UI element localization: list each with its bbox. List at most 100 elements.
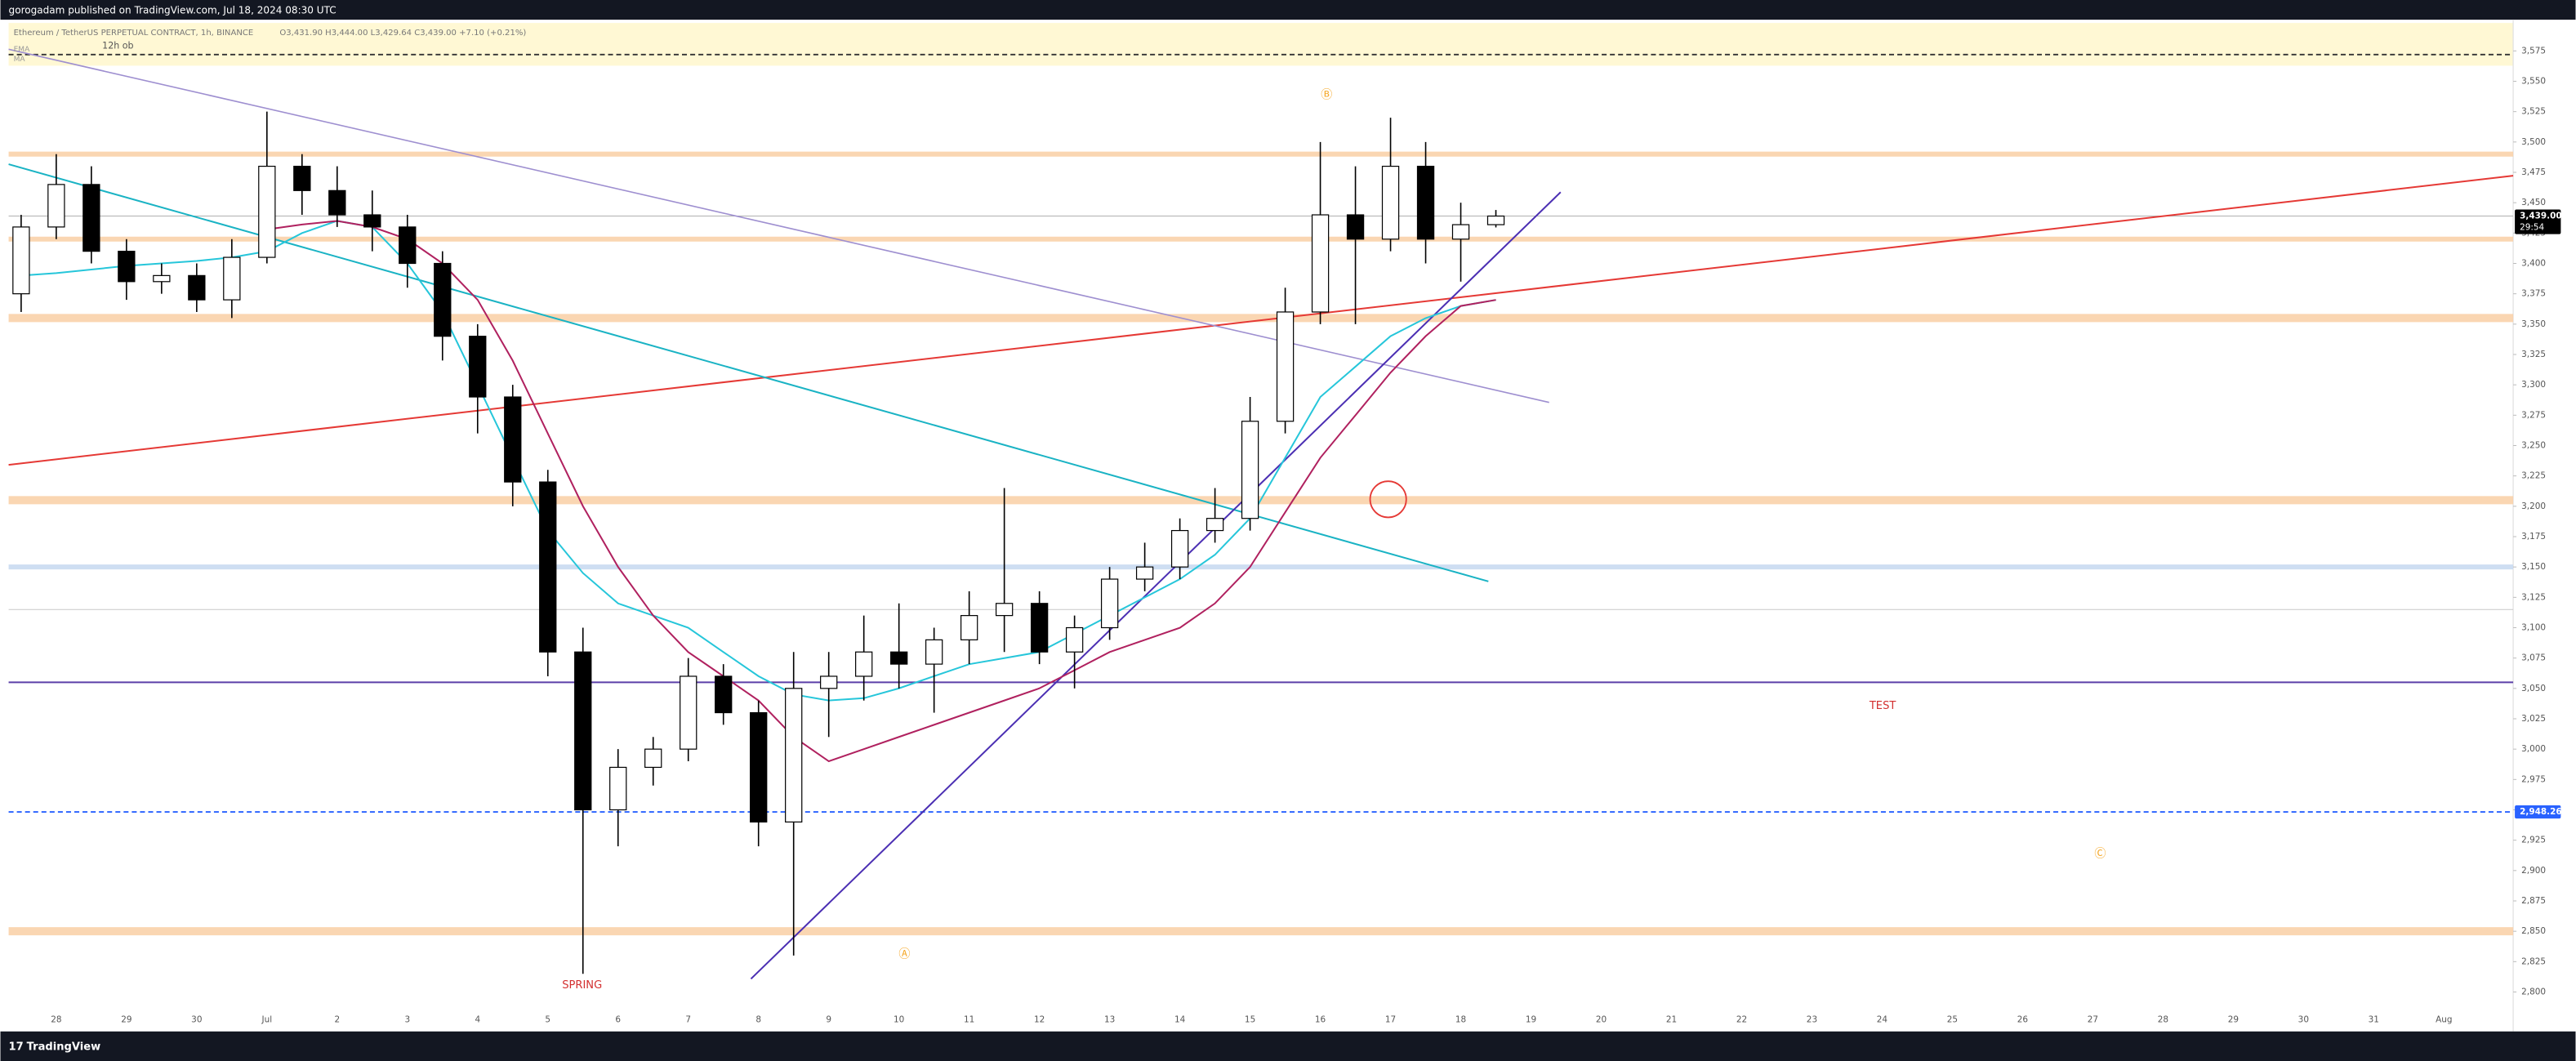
x-tick-label: 23 [1807,1015,1817,1025]
candle-body [680,675,697,750]
y-tick-label: 3,300 [2521,380,2546,390]
y-tick-label: 3,375 [2521,289,2546,299]
trend-line [8,175,2514,466]
candle-body [820,675,838,689]
x-tick-label: 30 [191,1015,202,1025]
y-tick-label: 3,325 [2521,350,2546,359]
x-tick-label: 28 [2158,1015,2168,1025]
annotation: Ⓑ [1321,89,1332,102]
y-tick-label: 3,350 [2521,319,2546,329]
y-tick-label: 3,475 [2521,167,2546,177]
x-tick-label: 28 [51,1015,61,1025]
candle-body [1346,214,1365,240]
x-tick-label: 10 [894,1015,904,1025]
legend-entry: MA [14,56,26,64]
candle-body [1030,603,1049,653]
x-tick-label: 12 [1034,1015,1045,1025]
candle-body [1241,421,1259,519]
x-tick-label: 25 [1947,1015,1958,1025]
x-tick-label: 4 [475,1015,480,1025]
y-tick-label: 3,000 [2521,744,2546,754]
candle-body [1206,518,1224,532]
y-tick-label: 2,850 [2521,926,2546,936]
x-tick-label: 31 [2369,1015,2379,1025]
y-tick-label: 2,900 [2521,866,2546,876]
annotation: Ⓒ [2094,848,2106,861]
y-tick-label: 3,075 [2521,653,2546,663]
candle-body [715,675,733,714]
y-tick-label: 3,200 [2521,502,2546,511]
candle-body [47,184,65,228]
highlight-circle [1369,480,1407,519]
y-tick-label: 3,400 [2521,259,2546,269]
candle-body [890,651,908,665]
candle-body [1486,215,1505,225]
y-tick-label: 3,550 [2521,77,2546,87]
y-tick-label: 3,525 [2521,107,2546,117]
candle-body [1276,311,1295,422]
y-tick-label: 3,250 [2521,440,2546,450]
x-tick-label: 21 [1666,1015,1677,1025]
moving-average [266,220,1496,763]
symbol-title: Ethereum / TetherUS PERPETUAL CONTRACT, … [14,29,254,38]
x-tick-label: 18 [1455,1015,1466,1025]
x-tick-label: Aug [2436,1015,2452,1025]
candle-body [469,336,487,398]
x-tick-label: 22 [1736,1015,1747,1025]
annotation: TEST [1869,700,1897,712]
brand-logo: 17 [9,1041,24,1053]
candle-body [399,226,417,265]
annotation: 12h ob [102,40,133,51]
y-tick-label: 3,450 [2521,198,2546,207]
x-tick-label: 30 [2298,1015,2309,1025]
legend-highlight [8,23,2514,66]
x-tick-label: 26 [2017,1015,2028,1025]
candle-body [188,274,206,301]
x-tick-label: 11 [964,1015,974,1025]
y-tick-label: 2,825 [2521,956,2546,966]
price-label: 2,948.26 [2520,807,2562,817]
y-tick-label: 3,025 [2521,714,2546,724]
price-label-box [2515,805,2561,819]
y-tick-label: 2,875 [2521,896,2546,906]
candle-body [1170,529,1189,568]
y-tick-label: 3,150 [2521,562,2546,572]
x-tick-label: 2 [334,1015,340,1025]
x-tick-label: 27 [2088,1015,2098,1025]
x-tick-label: 29 [121,1015,131,1025]
y-tick-label: 2,800 [2521,987,2546,996]
countdown: 29:54 [2520,223,2544,233]
candle-body [1311,214,1330,313]
candle-body [223,256,241,301]
candle-body [1100,578,1119,629]
x-tick-label: 9 [826,1015,831,1025]
candle-body [925,639,943,665]
candle-body [750,711,768,822]
candle-body [960,615,978,640]
legend-entry: EMA [14,46,30,54]
candle-body [293,165,311,191]
y-tick-label: 3,275 [2521,410,2546,420]
x-tick-label: 7 [685,1015,691,1025]
published-note: gorogadam published on TradingView.com, … [9,5,336,16]
candle-body [82,184,100,252]
x-tick-label: 8 [755,1015,761,1025]
x-tick-label: 14 [1174,1015,1186,1025]
candle-body [328,189,346,216]
candle-body [258,165,276,258]
candle-body [1065,626,1084,653]
candle-body [855,651,873,677]
candle-body [1135,566,1154,580]
candle-body [644,748,662,769]
x-tick-label: 3 [404,1015,410,1025]
x-tick-label: 13 [1104,1015,1115,1025]
y-tick-label: 3,575 [2521,46,2546,56]
brand: TradingView [27,1041,101,1053]
candle-body [1451,224,1470,240]
trend-line [750,191,1562,980]
candle-body [539,481,557,653]
candle-body [574,651,592,811]
candle-body [785,688,803,822]
